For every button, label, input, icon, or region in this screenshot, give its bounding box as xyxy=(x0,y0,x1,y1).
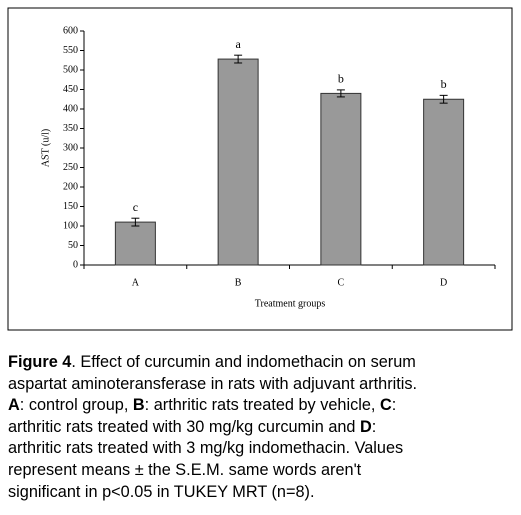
caption-text: . Effect of curcumin and indomethacin on… xyxy=(71,353,416,371)
caption-line: arthritic rats treated with 30 mg/kg cur… xyxy=(8,417,518,439)
caption-line: arthritic rats treated with 3 mg/kg indo… xyxy=(8,438,518,460)
x-tick-label: C xyxy=(338,277,345,288)
caption-text: arthritic rats treated with 3 mg/kg indo… xyxy=(8,439,404,458)
caption: Figure 4. Effect of curcumin and indomet… xyxy=(8,352,518,503)
caption-line: A: control group, B: arthritic rats trea… xyxy=(8,395,518,417)
caption-bold: A xyxy=(8,396,20,415)
x-tick-label: A xyxy=(132,277,140,288)
caption-text: arthritic rats treated with 30 mg/kg cur… xyxy=(8,417,361,436)
caption-text: : xyxy=(371,417,377,436)
caption-text: : xyxy=(391,396,397,415)
significance-letter: a xyxy=(235,37,241,51)
chart: AST (u/l) Treatment groups 0 50 100 150 200 2… xyxy=(7,7,513,331)
y-tick-label: 0 xyxy=(73,259,78,270)
y-tick-label: 400 xyxy=(63,103,78,114)
caption-text: : control group, xyxy=(19,396,133,415)
caption-text: significant in p<0.05 in TUKEY MRT (n=8)… xyxy=(8,482,315,501)
y-tick-label: 250 xyxy=(63,162,78,173)
y-tick-label: 350 xyxy=(63,123,78,134)
y-tick-label: 100 xyxy=(63,220,78,231)
y-axis-label: AST (u/l) xyxy=(40,129,51,167)
y-tick-label: 600 xyxy=(63,25,78,36)
y-tick-label: 200 xyxy=(63,181,78,192)
caption-line: significant in p<0.05 in TUKEY MRT (n=8)… xyxy=(8,482,518,504)
significance-letter: c xyxy=(133,200,138,214)
caption-bold: B xyxy=(132,396,145,415)
significance-letter: b xyxy=(441,77,447,91)
y-tick-label: 50 xyxy=(68,240,78,251)
bar xyxy=(423,98,465,266)
caption-line: aspartat aminoteransferase in rats with … xyxy=(8,374,518,396)
caption-bold: D xyxy=(360,417,372,436)
caption-bold: Figure 4 xyxy=(8,353,72,371)
caption-line: represent means ± the S.E.M. same words … xyxy=(8,460,518,482)
y-tick-label: 150 xyxy=(63,201,78,212)
x-axis-label: Treatment groups xyxy=(255,298,326,309)
significance-letter: b xyxy=(338,72,344,86)
y-tick-label: 450 xyxy=(63,84,78,95)
y-tick-label: 300 xyxy=(63,142,78,153)
caption-bold: C xyxy=(379,396,392,415)
bar xyxy=(217,58,259,266)
caption-text: : arthritic rats treated by vehicle, xyxy=(144,396,380,415)
x-tick-label: D xyxy=(440,277,447,288)
caption-text: aspartat aminoteransferase in rats with … xyxy=(8,374,418,393)
x-tick-label: B xyxy=(235,277,242,288)
bar xyxy=(320,92,362,266)
caption-line: Figure 4. Effect of curcumin and indomet… xyxy=(8,352,518,374)
bar xyxy=(114,221,156,266)
y-tick-label: 500 xyxy=(63,64,78,75)
caption-text: represent means ± the S.E.M. same words … xyxy=(8,460,362,479)
y-tick-label: 550 xyxy=(63,45,78,56)
chart-frame xyxy=(7,7,513,331)
